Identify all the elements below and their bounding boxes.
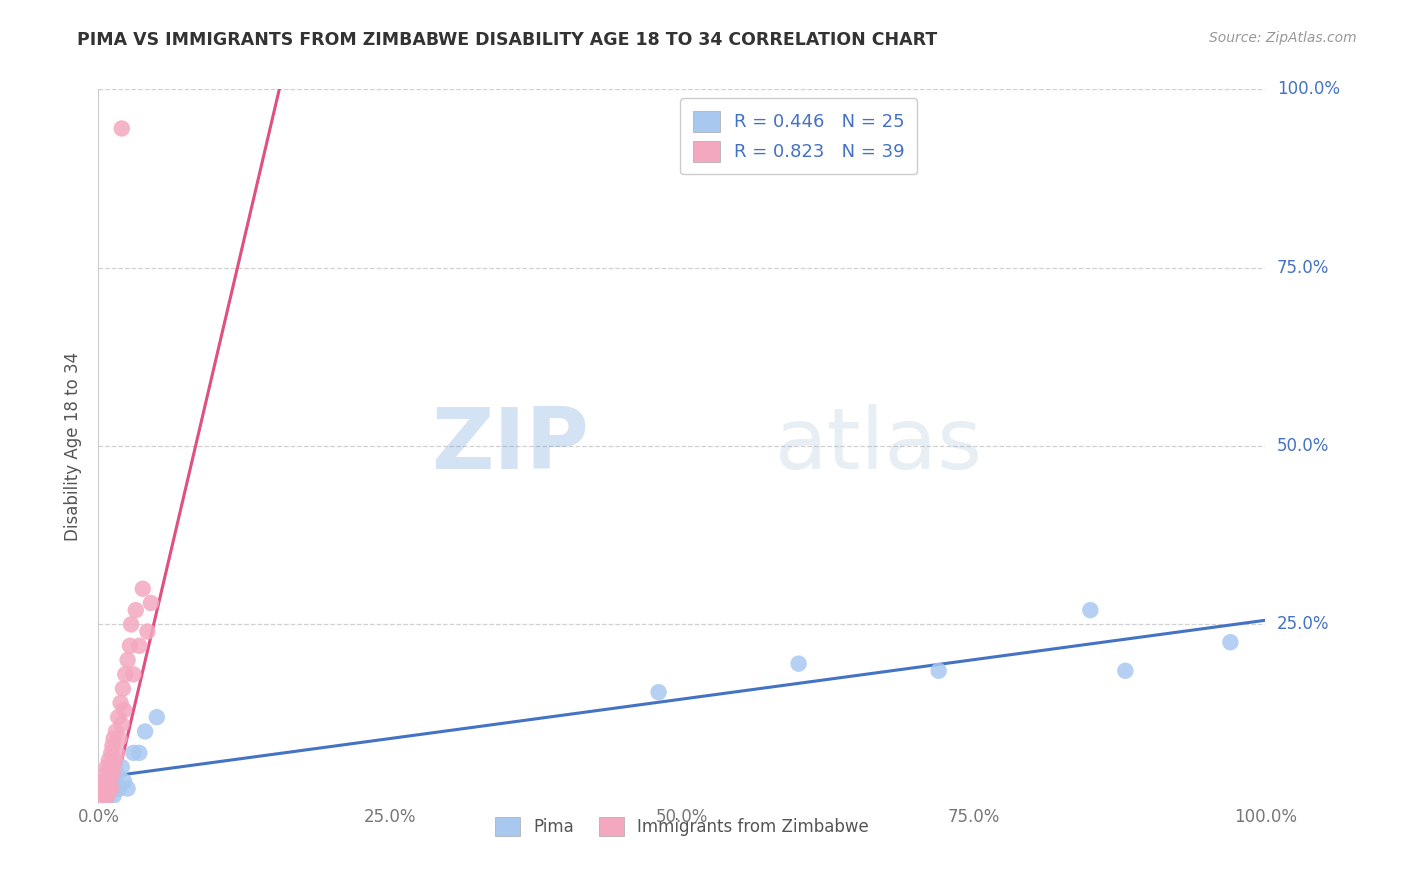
Text: 75.0%: 75.0% (1277, 259, 1330, 277)
Point (94, 789, 117, 803)
Point (105, 767, 128, 781)
Point (134, 724, 156, 739)
Point (111, 681, 134, 696)
Point (122, 667, 145, 681)
Text: 25.0%: 25.0% (1277, 615, 1330, 633)
Point (98, 760, 121, 774)
Point (120, 617, 142, 632)
Point (104, 724, 127, 739)
Point (93, 781, 115, 796)
Point (97, 789, 120, 803)
Point (128, 746, 150, 760)
Point (97, 789, 120, 803)
Legend: Pima, Immigrants from Zimbabwe: Pima, Immigrants from Zimbabwe (486, 808, 877, 845)
Point (117, 781, 139, 796)
Point (101, 774, 124, 789)
Point (91, 789, 114, 803)
Text: PIMA VS IMMIGRANTS FROM ZIMBABWE DISABILITY AGE 18 TO 34 CORRELATION CHART: PIMA VS IMMIGRANTS FROM ZIMBABWE DISABIL… (77, 31, 938, 49)
Point (110, 696, 132, 710)
Point (97, 753, 120, 767)
Point (787, 657, 810, 671)
Point (103, 760, 125, 774)
Point (103, 789, 125, 803)
Point (111, 760, 134, 774)
Text: ZIP: ZIP (430, 404, 589, 488)
Text: 50.0%: 50.0% (1277, 437, 1330, 455)
Point (928, 664, 950, 678)
Point (100, 746, 122, 760)
Point (100, 781, 122, 796)
Point (104, 781, 127, 796)
Point (108, 731, 131, 746)
Point (97, 781, 120, 796)
Point (112, 774, 135, 789)
Point (125, 603, 148, 617)
Point (111, 717, 134, 731)
Point (112, 703, 135, 717)
Point (94, 767, 117, 781)
Point (96, 774, 118, 789)
Point (98, 774, 121, 789)
Point (96, 781, 118, 796)
Point (104, 753, 127, 767)
Point (117, 653, 139, 667)
Point (146, 710, 169, 724)
Point (103, 731, 125, 746)
Point (104, 774, 127, 789)
Point (114, 667, 136, 681)
Point (97, 774, 120, 789)
Point (1080, 603, 1102, 617)
Point (105, 746, 128, 760)
Point (96, 760, 118, 774)
Text: 100.0%: 100.0% (1277, 80, 1340, 98)
Point (122, 746, 145, 760)
Point (98, 785, 121, 799)
Y-axis label: Disability Age 18 to 34: Disability Age 18 to 34 (65, 351, 83, 541)
Point (111, 121, 134, 136)
Point (101, 739, 124, 753)
Text: atlas: atlas (775, 404, 983, 488)
Point (101, 767, 124, 781)
Point (93, 781, 115, 796)
Point (1114, 664, 1136, 678)
Point (132, 582, 155, 596)
Point (128, 639, 150, 653)
Point (118, 639, 141, 653)
Point (93, 774, 115, 789)
Point (97, 778, 120, 792)
Point (647, 685, 669, 699)
Point (107, 710, 129, 724)
Point (108, 781, 131, 796)
Point (100, 781, 122, 796)
Point (139, 596, 162, 610)
Point (1219, 635, 1241, 649)
Point (136, 624, 159, 639)
Text: Source: ZipAtlas.com: Source: ZipAtlas.com (1209, 31, 1357, 45)
